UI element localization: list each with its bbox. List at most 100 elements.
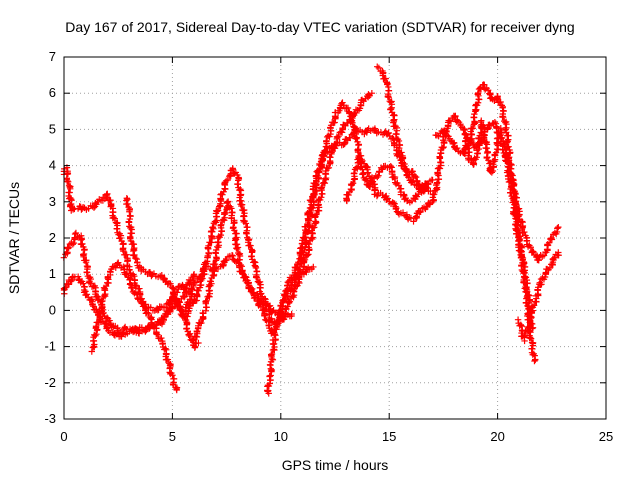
data-point (248, 253, 255, 260)
series-track-9 (264, 125, 436, 397)
data-point (521, 228, 528, 236)
data-point (72, 229, 80, 237)
data-point (431, 191, 438, 198)
data-point (413, 177, 421, 185)
data-point (230, 224, 237, 231)
data-point (169, 372, 176, 379)
data-point (69, 241, 77, 248)
data-point (170, 291, 178, 298)
data-point (382, 75, 389, 82)
data-point (474, 99, 482, 106)
data-point (217, 231, 225, 239)
data-layer (60, 63, 562, 397)
data-point (491, 118, 499, 126)
data-point (254, 291, 261, 299)
data-point (500, 113, 507, 121)
data-point (535, 257, 542, 264)
grid-layer (64, 57, 606, 419)
data-point (209, 223, 217, 231)
data-point (280, 316, 287, 323)
data-point (242, 220, 250, 227)
data-point (469, 125, 477, 132)
y-tick-label: 0 (49, 302, 56, 317)
data-point (288, 310, 295, 318)
data-point (219, 191, 226, 198)
data-point (82, 258, 90, 266)
data-point (373, 192, 381, 200)
data-point (253, 273, 260, 280)
data-point (475, 145, 482, 153)
data-point (484, 125, 491, 132)
data-point (118, 333, 125, 340)
y-tick-label: 5 (49, 121, 56, 136)
data-point (280, 291, 288, 299)
data-point (89, 302, 97, 310)
data-point (64, 177, 71, 185)
data-point (426, 201, 433, 208)
data-point (546, 264, 554, 272)
data-point (136, 285, 143, 292)
data-point (480, 81, 487, 88)
data-point (181, 313, 188, 320)
data-point (164, 310, 172, 318)
data-point (530, 302, 538, 309)
data-point (207, 278, 214, 285)
data-point (494, 95, 501, 103)
data-point (439, 144, 447, 152)
data-point (484, 154, 491, 161)
data-point (331, 119, 338, 126)
data-point (512, 225, 519, 232)
data-point (200, 265, 207, 272)
data-point (520, 278, 527, 285)
data-point (104, 324, 111, 332)
data-point (348, 118, 355, 125)
data-point (284, 303, 291, 310)
data-point (62, 284, 69, 291)
data-point (252, 264, 260, 272)
data-point (205, 242, 212, 250)
data-point (465, 145, 472, 152)
data-point (545, 239, 553, 246)
data-point (238, 202, 245, 210)
data-point (482, 144, 489, 152)
data-point (501, 143, 508, 150)
data-point (70, 239, 78, 247)
data-point (353, 135, 360, 142)
series-track-10 (287, 99, 432, 295)
data-point (286, 298, 294, 305)
data-point (387, 105, 395, 113)
data-point (536, 279, 544, 286)
data-point (289, 293, 296, 300)
data-point (292, 276, 300, 284)
data-point (198, 319, 205, 327)
data-point (310, 263, 317, 271)
y-axis-label: SDTVAR / TECUs (6, 182, 22, 294)
data-point (181, 284, 188, 291)
data-point (95, 319, 103, 326)
tick-layer: 0 5 10 15 20 25 -3 -2 -1 0 1 2 3 4 5 6 7 (44, 49, 613, 444)
data-point (412, 173, 420, 181)
data-point (133, 291, 141, 298)
x-tick-label: 5 (169, 429, 176, 444)
data-point (192, 279, 200, 286)
data-point (110, 214, 117, 221)
data-point (422, 184, 430, 191)
data-point (120, 247, 127, 255)
data-point (183, 325, 191, 332)
data-point (327, 124, 334, 132)
data-point (521, 279, 528, 287)
x-tick-label: 10 (274, 429, 288, 444)
data-point (273, 326, 280, 333)
data-point (146, 325, 153, 332)
data-point (190, 271, 198, 278)
x-tick-label: 20 (490, 429, 504, 444)
data-point (199, 275, 206, 282)
data-point (90, 204, 98, 211)
data-point (531, 357, 538, 365)
series-track-16 (514, 249, 562, 345)
data-point (64, 178, 72, 186)
data-point (190, 336, 197, 344)
data-point (375, 64, 383, 72)
data-point (356, 105, 364, 112)
data-point (423, 184, 431, 192)
